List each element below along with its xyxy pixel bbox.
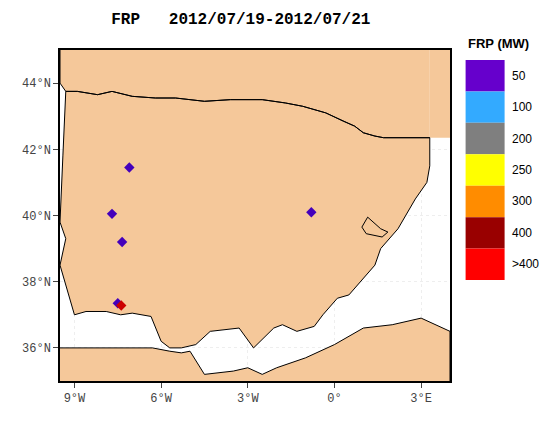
svg-text:38°N: 38°N bbox=[22, 276, 51, 290]
svg-text:9°W: 9°W bbox=[64, 392, 86, 406]
svg-text:300: 300 bbox=[512, 194, 532, 208]
svg-text:FRP (MW): FRP (MW) bbox=[468, 36, 529, 51]
svg-text:200: 200 bbox=[512, 132, 532, 146]
svg-text:36°N: 36°N bbox=[22, 342, 51, 356]
svg-text:FRP 2012/07/19-2012/07/21: FRP 2012/07/19-2012/07/21 bbox=[111, 11, 370, 29]
svg-text:400: 400 bbox=[512, 226, 532, 240]
svg-text:250: 250 bbox=[512, 163, 532, 177]
svg-text:3°W: 3°W bbox=[237, 392, 259, 406]
svg-text:3°E: 3°E bbox=[410, 392, 432, 406]
svg-text:100: 100 bbox=[512, 100, 532, 114]
svg-text:50: 50 bbox=[512, 69, 526, 83]
svg-text:42°N: 42°N bbox=[22, 144, 51, 158]
svg-text:44°N: 44°N bbox=[22, 77, 51, 91]
svg-text:>400: >400 bbox=[512, 257, 539, 271]
svg-text:40°N: 40°N bbox=[22, 210, 51, 224]
svg-text:0°: 0° bbox=[327, 392, 341, 406]
svg-text:6°W: 6°W bbox=[150, 392, 172, 406]
